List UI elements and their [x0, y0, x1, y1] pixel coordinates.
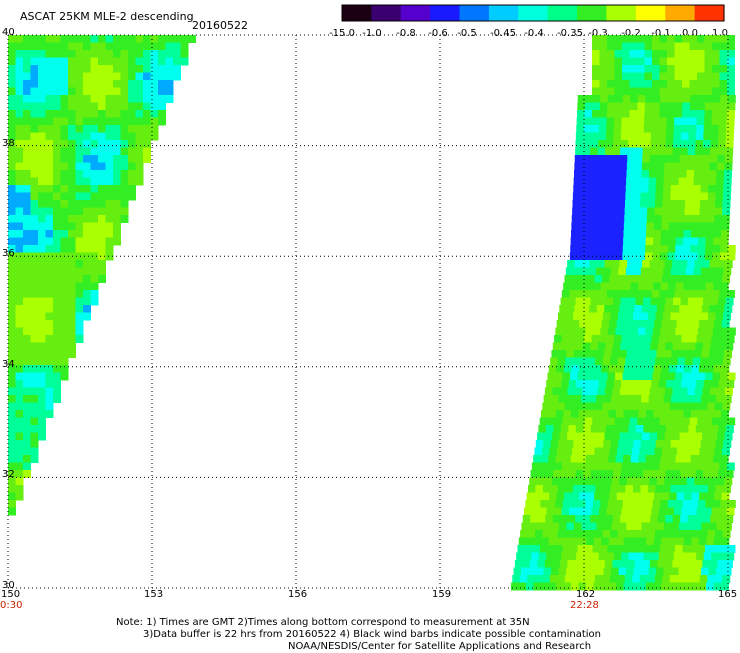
colorbar-swatch [400, 5, 431, 21]
colorbar-swatch [547, 5, 578, 21]
colorbar-label: -1.0 [362, 28, 382, 39]
colorbar-label: -0.8 [396, 28, 416, 39]
colorbar-label: -0.45 [490, 28, 516, 39]
colorbar-label: -0.2 [621, 28, 641, 39]
chart-title: ASCAT 25KM MLE-2 descending [20, 10, 194, 23]
colorbar-swatch [606, 5, 637, 21]
lon-tick-label: 165 [718, 589, 738, 600]
measurement-time-label: 0:30 [0, 600, 23, 611]
colorbar-swatch [459, 5, 490, 21]
colorbar-label: -15.0 [329, 28, 355, 39]
colorbar-label: -0.5 [457, 28, 477, 39]
lat-tick-label: 40 [2, 27, 15, 38]
colorbar-label: -0.1 [651, 28, 671, 39]
map-grid [7, 34, 729, 589]
lon-tick-label: 153 [144, 589, 164, 600]
measurement-time-label: 22:28 [570, 600, 599, 611]
wind-field-cells [8, 35, 736, 591]
colorbar-swatch [518, 5, 549, 21]
lat-tick-label: 38 [2, 137, 15, 149]
lat-tick-label: 36 [2, 248, 15, 260]
map-plot [7, 34, 736, 591]
lon-tick-label: 159 [432, 589, 452, 600]
colorbar-label: -0.3 [588, 28, 608, 39]
colorbar: -15.0 -1.0 -0.8 -0.6 -0.5 -0.45 -0.4 -0.35 -0.3 -… [329, 4, 728, 39]
colorbar-swatch [665, 5, 696, 21]
colorbar-label: -0.35 [557, 28, 583, 39]
colorbar-swatch [577, 5, 608, 21]
colorbar-swatch [694, 5, 725, 21]
colorbar-swatch [488, 5, 519, 21]
note-line-2: 3)Data buffer is 22 hrs from 20160522 4)… [143, 629, 601, 640]
colorbar-label: -0.4 [524, 28, 544, 39]
colorbar-swatch [342, 5, 372, 21]
colorbar-swatch [430, 5, 461, 21]
note-line-3: NOAA/NESDIS/Center for Satellite Applica… [288, 641, 592, 652]
lon-tick-label: 150 [1, 589, 21, 600]
colorbar-swatch [371, 5, 402, 21]
lon-tick-label: 162 [576, 589, 596, 600]
lat-tick-label: 32 [2, 469, 15, 481]
colorbar-label: -0.6 [428, 28, 448, 39]
lon-tick-label: 156 [288, 589, 308, 600]
chart-date: 20160522 [192, 19, 248, 32]
note-line-1: Note: 1) Times are GMT 2)Times along bot… [116, 617, 530, 628]
colorbar-swatch [635, 5, 666, 21]
lat-tick-label: 34 [2, 358, 15, 370]
colorbar-label: 1.0 [712, 28, 728, 39]
lat-tick-label: 30 [2, 580, 15, 591]
colorbar-label: 0.0 [682, 28, 698, 39]
